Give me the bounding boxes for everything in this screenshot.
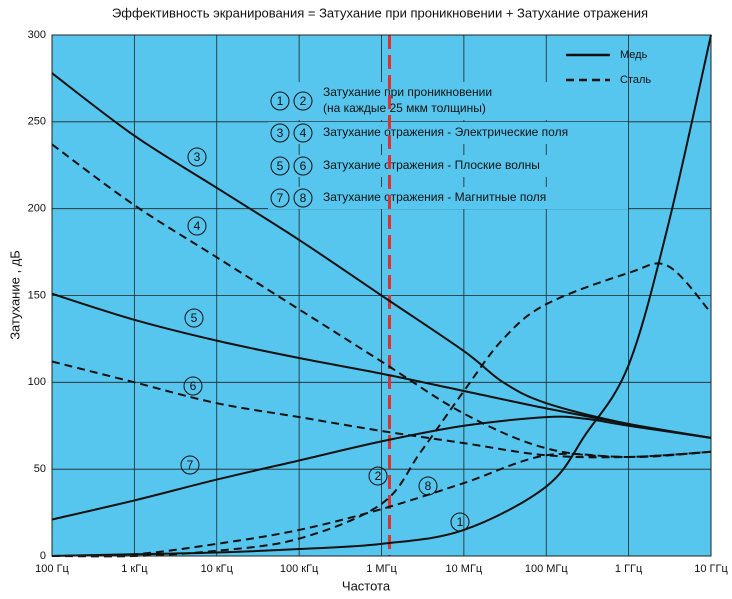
- key-background: [268, 187, 628, 209]
- y-tick-label: 250: [28, 116, 46, 128]
- curve-label: 6: [190, 379, 197, 393]
- curve: [51, 262, 712, 558]
- y-tick-label: 50: [34, 463, 46, 475]
- key-circle: [270, 156, 290, 176]
- curve-label: 1: [457, 515, 464, 529]
- curve-label-circle: [418, 476, 438, 496]
- key-background: [268, 155, 628, 177]
- curve-label: 2: [375, 469, 382, 483]
- key-background: [268, 122, 628, 144]
- curve-label: 8: [425, 479, 432, 493]
- curve-label: 7: [187, 458, 194, 472]
- key-text: Затухание отражения - Электрические поля: [323, 125, 568, 139]
- curve-label-circle: [183, 376, 203, 396]
- y-axis-label: Затухание , дБ: [7, 250, 22, 340]
- curve-label: 5: [191, 311, 198, 325]
- key-number: 3: [277, 126, 284, 140]
- x-tick-label: 10 МГц: [446, 563, 483, 575]
- curve-label-circle: [368, 466, 388, 486]
- curve: [51, 292, 712, 439]
- curves: [51, 34, 712, 558]
- curve-label-circle: [187, 147, 207, 167]
- key-circle: [293, 188, 313, 208]
- key-circle: [270, 123, 290, 143]
- key-number: 7: [277, 191, 284, 205]
- y-tick-label: 300: [28, 29, 46, 41]
- y-tick-label: 150: [28, 289, 46, 301]
- key-background: [268, 82, 628, 120]
- curve-label-circle: [180, 455, 200, 475]
- curve-label-circle: [450, 512, 470, 532]
- key-circle: [270, 91, 290, 111]
- curve: [51, 415, 712, 521]
- y-tick-label: 100: [28, 376, 46, 388]
- x-tick-label: 1 кГц: [121, 563, 148, 575]
- curve-label-circle: [184, 308, 204, 328]
- curve-label: 4: [194, 219, 201, 233]
- key-number: 1: [277, 94, 284, 108]
- key-number: 6: [300, 159, 307, 173]
- key-text: Затухание отражения - Магнитные поля: [323, 190, 546, 204]
- key-number: 4: [300, 126, 307, 140]
- curve-label-circle: [187, 216, 207, 236]
- x-tick-label: 1 МГц: [366, 563, 397, 575]
- x-tick-label: 10 кГц: [201, 563, 234, 575]
- legend-label: Медь: [620, 49, 648, 61]
- key-number: 5: [277, 159, 284, 173]
- key-text: Затухание при проникновении: [323, 85, 492, 99]
- key-circle: [293, 123, 313, 143]
- x-tick-label: 100 кГц: [280, 563, 319, 575]
- chart-title: Эффективность экранирования = Затухание …: [112, 5, 648, 20]
- key-number: 2: [300, 94, 307, 108]
- plot-border: [51, 34, 712, 557]
- x-tick-label: 1 ГГц: [615, 563, 643, 575]
- x-tick-label: 100 Гц: [35, 563, 69, 575]
- curve: [51, 450, 712, 557]
- key-text: Затухание отражения - Плоские волны: [323, 158, 540, 172]
- curve: [51, 360, 712, 459]
- key-number: 8: [300, 191, 307, 205]
- key-text: (на каждые 25 мкм толщины): [323, 101, 486, 115]
- curve: [51, 72, 712, 439]
- legend-label: Сталь: [620, 74, 651, 86]
- x-tick-label: 100 МГц: [525, 563, 569, 575]
- y-tick-label: 0: [40, 550, 46, 562]
- y-tick-label: 200: [28, 203, 46, 215]
- key-circle: [270, 188, 290, 208]
- key-circle: [293, 156, 313, 176]
- x-axis-label: Частота: [342, 578, 391, 593]
- key-circle: [293, 91, 313, 111]
- curve-label: 3: [194, 150, 201, 164]
- x-tick-label: 10 ГГц: [694, 563, 728, 575]
